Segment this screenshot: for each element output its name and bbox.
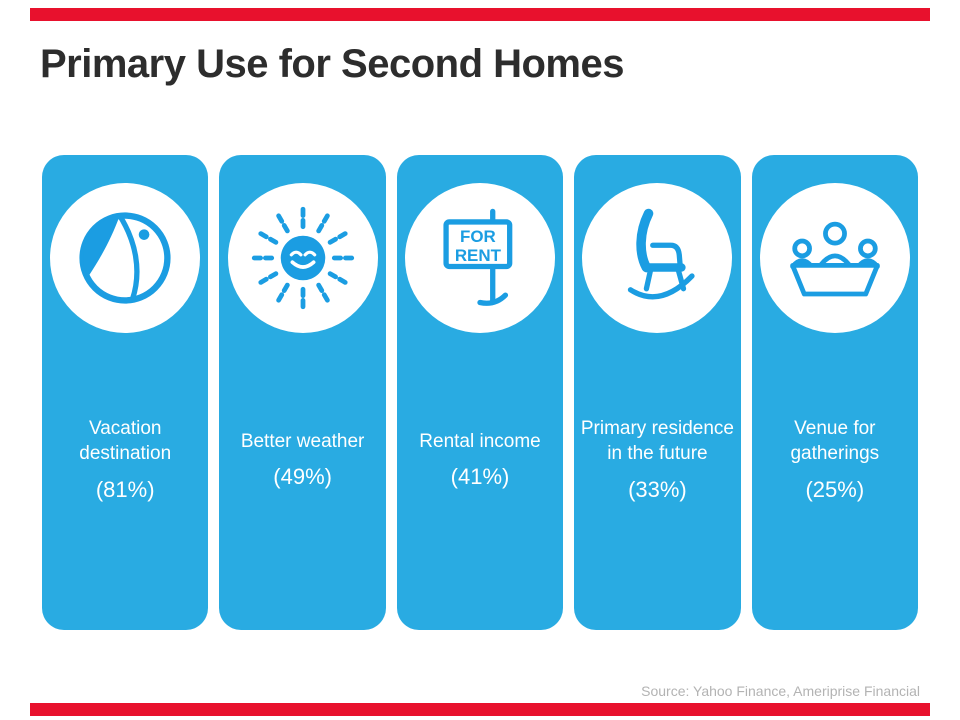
card-label: Rental income: [419, 430, 541, 452]
card-primary-residence: Primary residence in the future (33%): [574, 155, 741, 630]
card-text: Better weather (49%): [225, 390, 379, 530]
card-venue-for-gatherings: Venue for gatherings (25%): [751, 155, 919, 630]
top-accent-bar: [30, 8, 930, 21]
card-label: Venue for gatherings: [790, 418, 880, 464]
cards-row: Vacation destination (81%): [42, 155, 919, 630]
bottom-accent-bar: [30, 703, 930, 716]
icon-circle: [227, 183, 378, 333]
beach-ball-icon: [79, 212, 171, 304]
card-text: Primary residence in the future (33%): [580, 390, 734, 530]
rocking-chair-icon: [628, 208, 696, 300]
card-value: (81%): [95, 476, 155, 502]
card-value: (25%): [805, 476, 865, 502]
page-title: Primary Use for Second Homes: [40, 42, 625, 86]
icon-circle: FOR RENT: [405, 183, 556, 333]
card-vacation-destination: Vacation destination (81%): [42, 155, 209, 630]
card-label: Better weather: [240, 430, 365, 452]
card-better-weather: Better weather (49%): [219, 155, 386, 630]
card-text: Rental income (41%): [403, 390, 557, 530]
for-rent-sign-text-line2: RENT: [455, 246, 502, 265]
source-text: Source: Yahoo Finance, Ameriprise Financ…: [641, 683, 920, 699]
card-text: Vacation destination (81%): [48, 390, 202, 530]
icon-circle: [759, 183, 910, 333]
card-label: Primary residence in the future: [580, 418, 734, 464]
card-text: Venue for gatherings (25%): [758, 390, 912, 530]
icon-circle: [582, 183, 733, 333]
smiling-sun-icon: [250, 205, 356, 311]
card-value: (49%): [273, 464, 332, 490]
for-rent-sign-icon: FOR RENT: [443, 208, 513, 306]
card-value: (33%): [628, 476, 687, 502]
card-label: Vacation destination: [79, 418, 172, 464]
for-rent-sign-text-line1: FOR: [460, 227, 496, 246]
card-rental-income: FOR RENT Rental income (41%): [396, 155, 564, 630]
card-value: (41%): [450, 464, 510, 490]
meeting-table-icon: [790, 221, 880, 297]
icon-circle: [50, 183, 201, 333]
